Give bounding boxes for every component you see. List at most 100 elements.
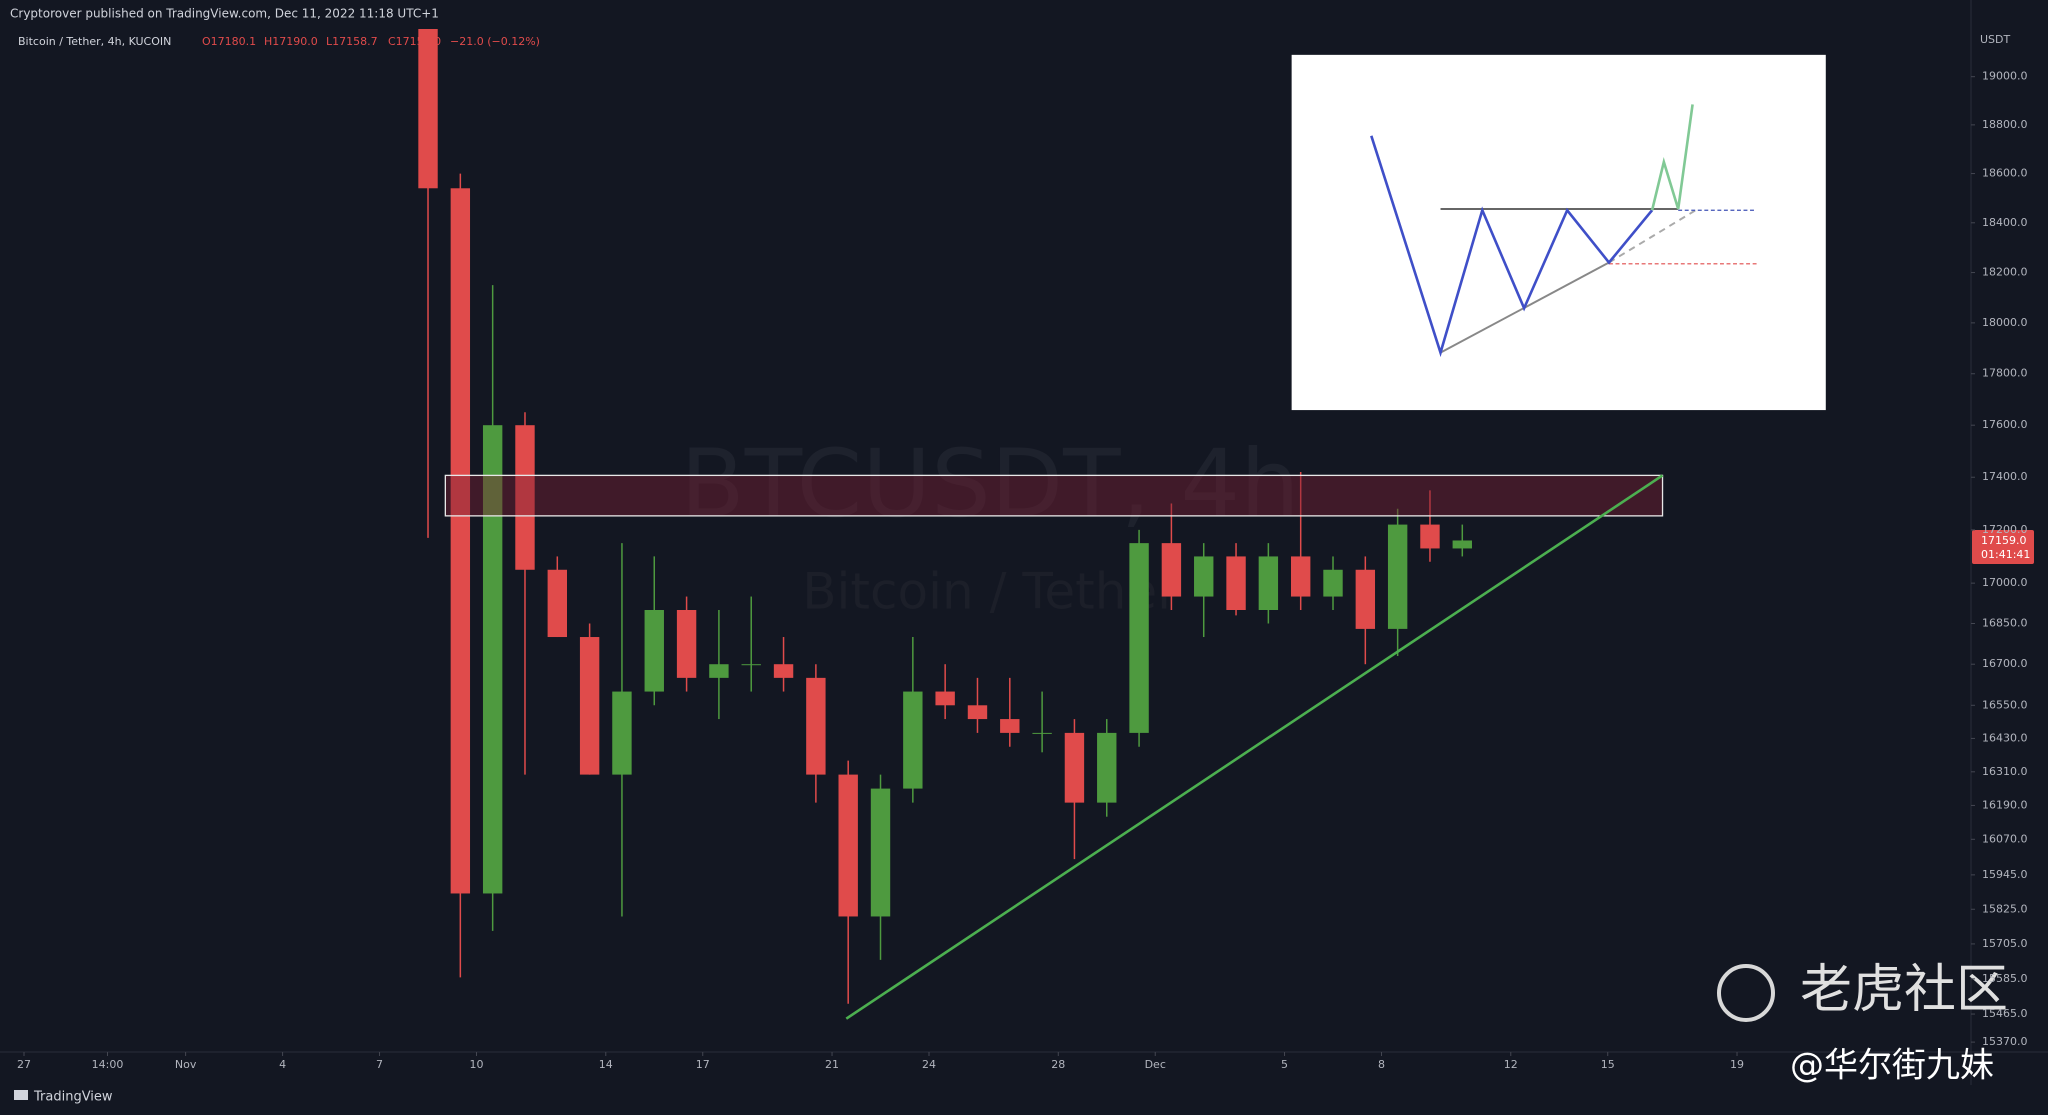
y-tick-label: 16070.0 [1982, 832, 2028, 845]
legend-low: L17158.7 [326, 35, 378, 48]
watermark-symbol: BTCUSDT, 4h [680, 430, 1299, 539]
y-tick-label: 15705.0 [1982, 937, 2028, 950]
candle-body [1387, 524, 1408, 629]
candle-body [1097, 732, 1117, 803]
x-tick-label: 24 [922, 1058, 936, 1071]
candle-body [838, 774, 858, 917]
candle-body [418, 29, 438, 189]
x-tick-label: 14:00 [92, 1058, 124, 1071]
legend-symbol: Bitcoin / Tether, 4h, KUCOIN [18, 35, 171, 48]
candle-body [1258, 556, 1279, 611]
candle-body [935, 691, 955, 706]
x-tick-label: 10 [469, 1058, 483, 1071]
candle-body [870, 788, 891, 917]
y-tick-label: 15465.0 [1982, 1007, 2028, 1020]
y-tick-label: 15825.0 [1982, 902, 2028, 915]
candle-body [482, 425, 503, 894]
y-tick-label: 17000.0 [1982, 576, 2028, 589]
brand-logo [14, 1090, 28, 1100]
legend-high: H17190.0 [264, 35, 318, 48]
inset-support-ext [1608, 208, 1699, 264]
candle-body [709, 664, 729, 678]
x-tick-label: 21 [825, 1058, 839, 1071]
plot-area [418, 29, 1472, 1004]
community: 老虎社区 [1800, 960, 2008, 1020]
y-tick-label: 15585.0 [1982, 972, 2028, 985]
x-tick-label: 27 [17, 1058, 31, 1071]
community-logo [1717, 964, 1775, 1022]
candle-body [1226, 556, 1246, 611]
y-tick-label: 18000.0 [1982, 316, 2028, 329]
last-price-box [1972, 530, 2034, 564]
x-tick-label: 8 [1378, 1058, 1385, 1071]
candle-body [676, 610, 697, 678]
inset-breakout-path [1650, 104, 1694, 211]
y-tick-label: 16850.0 [1982, 616, 2028, 629]
y-tick-label: 18400.0 [1982, 216, 2028, 229]
candle-body [450, 188, 471, 894]
y-tick-label: 16190.0 [1982, 798, 2028, 811]
candle-body [1420, 524, 1440, 549]
publisher: Cryptorover published on TradingView.com… [10, 7, 439, 21]
resistance-zone [444, 474, 1664, 517]
axis-unit: USDT [1980, 33, 2011, 46]
legend-open: O17180.1 [202, 35, 256, 48]
candle-body [1452, 540, 1472, 549]
y-tick-label: 17400.0 [1982, 470, 2028, 483]
candle-body [1161, 543, 1182, 597]
y-tick-label: 15945.0 [1982, 868, 2028, 881]
author: @华尔街九妹 [1790, 1046, 1994, 1086]
y-tick-label: 19000.0 [1982, 70, 2028, 83]
x-tick-label: 7 [376, 1058, 383, 1071]
candle-body [1064, 732, 1085, 803]
y-tick-label: 16310.0 [1982, 765, 2028, 778]
y-tick-label: 17800.0 [1982, 367, 2028, 380]
candle-body [515, 425, 535, 570]
x-tick-label: 14 [599, 1058, 613, 1071]
legend-change: −21.0 (−0.12%) [450, 35, 540, 48]
x-tick-label: Dec [1145, 1058, 1166, 1071]
countdown: 01:41:41 [1981, 548, 2030, 561]
last-price: 17159.0 [1981, 534, 2027, 547]
candle-body [1129, 543, 1149, 733]
x-tick-label: 19 [1730, 1058, 1744, 1071]
x-tick-label: 28 [1051, 1058, 1065, 1071]
y-tick-label: 16700.0 [1982, 657, 2028, 670]
candle-body [806, 677, 826, 775]
drawings [444, 54, 1826, 1020]
x-tick-label: 15 [1601, 1058, 1615, 1071]
candle-body [903, 691, 923, 789]
candle-body [1355, 569, 1376, 629]
brand: TradingView [33, 1090, 113, 1105]
candle-body [1000, 719, 1020, 733]
y-tick-label: 15370.0 [1982, 1035, 2028, 1048]
x-tick-label: 17 [696, 1058, 710, 1071]
candle-body [644, 610, 664, 692]
x-tick-label: Nov [175, 1058, 197, 1071]
candle-body [1194, 556, 1214, 597]
watermark-name: Bitcoin / Tether [802, 563, 1178, 621]
candle-body [579, 637, 600, 775]
candle-body [741, 664, 761, 666]
candle-body [967, 705, 988, 720]
candle-body [1290, 556, 1311, 597]
y-tick-label: 16430.0 [1982, 731, 2028, 744]
support-trendline [845, 474, 1664, 1020]
inset-price-path [1370, 135, 1654, 358]
candle-body [1032, 732, 1052, 734]
y-tick-label: 17600.0 [1982, 418, 2028, 431]
y-tick-label: 18200.0 [1982, 266, 2028, 279]
candle-body [547, 569, 567, 638]
x-tick-label: 5 [1281, 1058, 1288, 1071]
x-tick-label: 4 [279, 1058, 286, 1071]
candle-body [612, 691, 632, 775]
candle-body [773, 664, 794, 678]
x-tick-label: 12 [1504, 1058, 1518, 1071]
y-tick-label: 17200.0 [1982, 523, 2028, 536]
y-tick-label: 16550.0 [1982, 698, 2028, 711]
y-tick-label: 18600.0 [1982, 167, 2028, 180]
y-tick-label: 18800.0 [1982, 118, 2028, 131]
candle-body [1323, 569, 1343, 597]
